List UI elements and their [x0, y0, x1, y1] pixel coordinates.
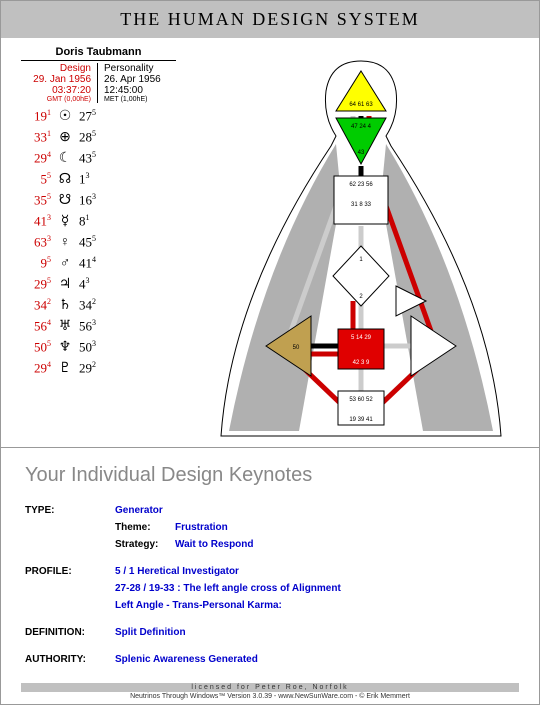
theme-value: Frustration	[175, 522, 228, 533]
gate-row: 95♂414	[21, 253, 109, 274]
design-gate: 295	[21, 276, 55, 292]
gate-row: 55☊13	[21, 169, 109, 190]
type-value: Generator	[115, 505, 163, 516]
svg-text:50: 50	[293, 345, 300, 351]
personality-gate: 43	[75, 276, 109, 292]
svg-text:62 23 56: 62 23 56	[349, 182, 373, 188]
design-gate: 331	[21, 129, 55, 145]
design-gate: 294	[21, 360, 55, 376]
svg-text:5 14 29: 5 14 29	[351, 335, 372, 341]
svg-text:19 39 41: 19 39 41	[349, 417, 373, 423]
svg-text:43: 43	[358, 150, 365, 156]
design-gate: 294	[21, 150, 55, 166]
definition-label: DEFINITION:	[25, 627, 115, 638]
gate-row: 413☿81	[21, 211, 109, 232]
planet-symbol: ☋	[55, 192, 75, 209]
planet-symbol: ☊	[55, 171, 75, 188]
planet-symbol: ☿	[55, 213, 75, 230]
planet-symbol: ♇	[55, 360, 75, 377]
planet-symbol: ♄	[55, 297, 75, 314]
authority-value: Splenic Awareness Generated	[115, 654, 258, 665]
planet-symbol: ♅	[55, 318, 75, 335]
gate-row: 564♅563	[21, 316, 109, 337]
design-gate: 413	[21, 213, 55, 229]
svg-text:64 61 63: 64 61 63	[349, 102, 373, 108]
design-gate: 505	[21, 339, 55, 355]
theme-label: Theme:	[115, 522, 175, 533]
person-name: Doris Taubmann	[21, 46, 176, 61]
personality-column: Personality 26. Apr 1956 12:45:00 MET (1…	[98, 63, 175, 103]
gate-row: 342♄342	[21, 295, 109, 316]
definition-value: Split Definition	[115, 627, 186, 638]
gates-table: 191☉275331⊕285294☾43555☊13355☋163413☿816…	[21, 106, 109, 379]
profile-label: PROFILE:	[25, 566, 115, 577]
gate-row: 331⊕285	[21, 127, 109, 148]
gate-row: 294♇292	[21, 358, 109, 379]
planet-symbol: ♀	[55, 235, 75, 251]
gate-row: 191☉275	[21, 106, 109, 127]
keynotes-heading: Your Individual Design Keynotes	[25, 464, 515, 487]
personality-gate: 435	[75, 150, 109, 166]
footer: licensed for Peter Roe, Norfolk Neutrino…	[1, 681, 539, 704]
personality-gate: 503	[75, 339, 109, 355]
planet-symbol: ☉	[55, 108, 75, 125]
personality-gate: 81	[75, 213, 109, 229]
gate-row: 355☋163	[21, 190, 109, 211]
design-gate: 355	[21, 192, 55, 208]
profile-value: 5 / 1 Heretical Investigator	[115, 566, 239, 577]
design-gate: 633	[21, 234, 55, 250]
personality-gate: 342	[75, 297, 109, 313]
profile-angle: Left Angle - Trans-Personal Karma:	[115, 600, 282, 611]
strategy-label: Strategy:	[115, 539, 175, 550]
design-gate: 191	[21, 108, 55, 124]
personality-gate: 455	[75, 234, 109, 250]
gate-row: 633♀455	[21, 232, 109, 253]
svg-text:47 24 4: 47 24 4	[351, 124, 372, 130]
svg-text:42 3 9: 42 3 9	[353, 360, 370, 366]
planet-symbol: ♂	[55, 256, 75, 272]
personality-gate: 563	[75, 318, 109, 334]
svg-text:31 8 33: 31 8 33	[351, 202, 372, 208]
license-text: licensed for Peter Roe, Norfolk	[21, 683, 519, 692]
gate-row: 294☾435	[21, 148, 109, 169]
profile-cross: 27-28 / 19-33 : The left angle cross of …	[115, 583, 341, 594]
chart-area: Doris Taubmann Design 29. Jan 1956 03:37…	[1, 38, 539, 448]
gate-row: 295♃43	[21, 274, 109, 295]
planet-symbol: ⊕	[55, 129, 75, 146]
personality-gate: 163	[75, 192, 109, 208]
planet-symbol: ☾	[55, 150, 75, 167]
design-gate: 95	[21, 255, 55, 271]
type-label: TYPE:	[25, 505, 115, 516]
design-gate: 342	[21, 297, 55, 313]
personality-gate: 414	[75, 255, 109, 271]
page: THE HUMAN DESIGN SYSTEM Doris Taubmann D…	[0, 0, 540, 705]
person-header: Doris Taubmann Design 29. Jan 1956 03:37…	[21, 46, 176, 103]
planet-symbol: ♆	[55, 339, 75, 356]
personality-gate: 285	[75, 129, 109, 145]
design-gate: 55	[21, 171, 55, 187]
authority-label: AUTHORITY:	[25, 654, 115, 665]
personality-gate: 275	[75, 108, 109, 124]
personality-gate: 292	[75, 360, 109, 376]
page-title: THE HUMAN DESIGN SYSTEM	[1, 1, 539, 38]
keynotes-section: Your Individual Design Keynotes TYPE: Ge…	[1, 448, 539, 681]
design-column: Design 29. Jan 1956 03:37:20 GMT (0,00hE…	[21, 63, 98, 103]
personality-gate: 13	[75, 171, 109, 187]
bodygraph: 64 61 63 47 24 4 43 62 23 56 31 8 33 1 2…	[201, 46, 521, 441]
strategy-value: Wait to Respond	[175, 539, 254, 550]
planet-symbol: ♃	[55, 276, 75, 293]
svg-text:53 60 52: 53 60 52	[349, 397, 373, 403]
gate-row: 505♆503	[21, 337, 109, 358]
design-gate: 564	[21, 318, 55, 334]
